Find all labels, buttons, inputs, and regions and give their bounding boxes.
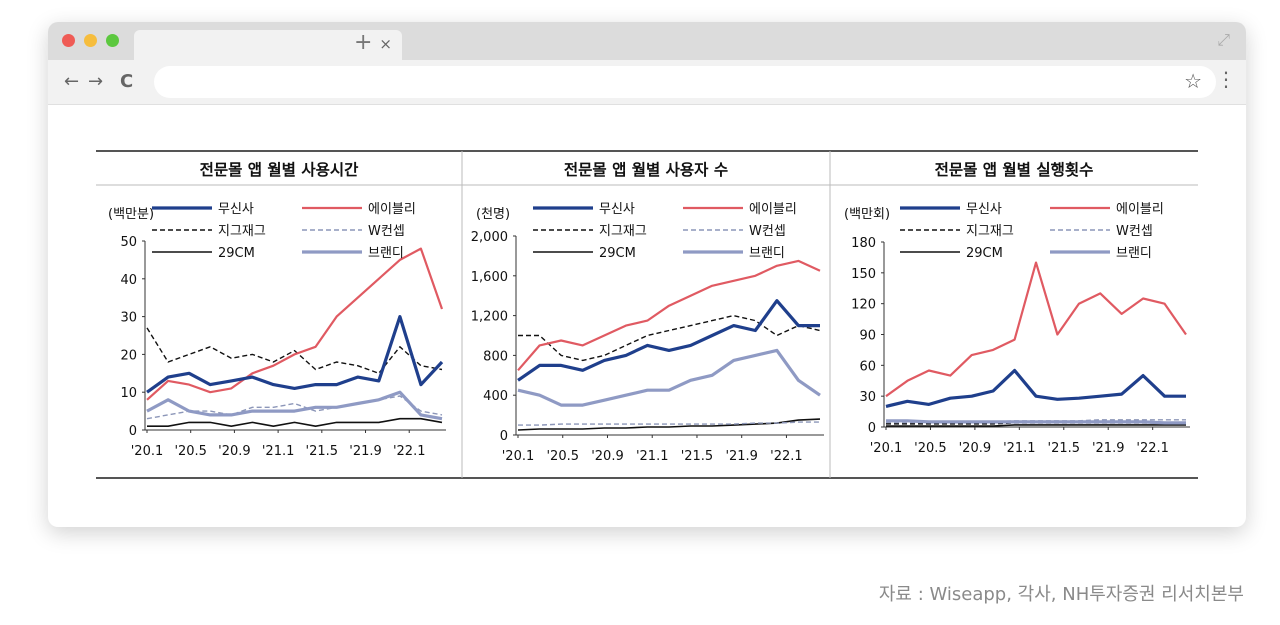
chart1-xtick-label: '20.5 [174, 444, 207, 459]
chart3-ytick-label: 0 [868, 421, 876, 436]
chart2-legend-label: 무신사 [599, 202, 635, 217]
browser-window: × + ⤢ ← → C ☆ ⋮ 전문몰 앱 월별 사용시간 (백만분) 0 10 20 3… [48, 22, 1246, 527]
chart3-legend-label: W컨셉 [1116, 224, 1153, 239]
toolbar: ← → C ☆ ⋮ [48, 60, 1246, 105]
chart2-legend-label: 브랜디 [749, 246, 785, 261]
chart1-title: 전문몰 앱 월별 사용시간 [200, 160, 360, 179]
chart1-xtick-label: '21.9 [349, 444, 382, 459]
chart1-ytick-label: 40 [120, 273, 137, 288]
back-arrow-icon[interactable]: ← [64, 71, 80, 92]
chart3-ylabel: (백만회) [844, 207, 890, 222]
chart2-xtick-label: '20.5 [546, 449, 579, 464]
tab-bar: × + ⤢ [48, 22, 1246, 60]
menu-icon[interactable]: ⋮ [1216, 67, 1236, 91]
chart1-xtick-label: '21.5 [306, 444, 339, 459]
chart2-ytick-label: 1,600 [471, 270, 508, 285]
chart1-xtick-label: '22.1 [393, 444, 426, 459]
star-icon[interactable]: ☆ [1184, 69, 1202, 93]
chart2-title: 전문몰 앱 월별 사용자 수 [564, 160, 728, 179]
chart3-xtick-label: '20.9 [959, 441, 992, 456]
chart2-xtick-label: '20.1 [502, 449, 535, 464]
chart3-legend-label: 지그재그 [966, 224, 1014, 239]
close-window-dot[interactable] [62, 34, 75, 47]
chart2-series-에이블리 [517, 259, 821, 372]
chart3-ytick-label: 180 [851, 236, 876, 251]
chart2-xtick-label: '21.5 [681, 449, 714, 464]
chart1-series-W컨셉 [146, 395, 443, 420]
charts-svg: 전문몰 앱 월별 사용시간 (백만분) 0 10 20 30 40 50 '20.1 '20.5 '… [96, 150, 1198, 479]
chart1-ylabel: (백만분) [108, 207, 154, 222]
minimize-window-dot[interactable] [84, 34, 97, 47]
chart1-legend-label: 29CM [218, 246, 255, 261]
chart3-title: 전문몰 앱 월별 실행횟수 [935, 160, 1094, 179]
expand-icon[interactable]: ⤢ [1217, 30, 1230, 49]
chart3-xtick-label: '20.1 [870, 441, 903, 456]
chart3-xtick-label: '21.1 [1003, 441, 1036, 456]
chart2-xtick-label: '20.9 [591, 449, 624, 464]
maximize-window-dot[interactable] [106, 34, 119, 47]
chart2-legend-label: 지그재그 [599, 224, 647, 239]
reload-icon[interactable]: C [120, 71, 134, 92]
chart2-xtick-label: '21.9 [725, 449, 758, 464]
chart2-ytick-label: 0 [500, 429, 508, 444]
chart3-series-무신사 [885, 368, 1186, 408]
chart1-ytick-label: 0 [129, 424, 137, 439]
chart3-xtick-label: '21.9 [1092, 441, 1125, 456]
chart3-legend-label: 무신사 [966, 202, 1002, 217]
new-tab-icon[interactable]: + [354, 30, 373, 55]
chart1-ytick-label: 30 [120, 311, 137, 326]
chart2-legend-label: 29CM [599, 246, 636, 261]
chart2-xtick-label: '22.1 [770, 449, 803, 464]
chart1-series-29CM [147, 417, 443, 428]
chart2-series-무신사 [517, 299, 820, 382]
chart2-legend-label: 에이블리 [749, 202, 797, 217]
chart3-xtick-label: '22.1 [1136, 441, 1169, 456]
chart1-legend-label: 에이블리 [368, 202, 416, 217]
chart1-series-무신사 [146, 315, 444, 394]
source-note: 자료 : Wiseapp, 각사, NH투자증권 리서치본부 [878, 584, 1244, 605]
chart3-legend-label: 에이블리 [1116, 202, 1164, 217]
chart3-ytick-label: 30 [859, 390, 876, 405]
chart3-ytick-label: 150 [851, 267, 876, 282]
chart2-ytick-label: 400 [483, 389, 508, 404]
chart2-ytick-label: 1,200 [471, 310, 508, 325]
chart1-xtick-label: '20.9 [218, 444, 251, 459]
chart3-legend-label: 브랜디 [1116, 246, 1152, 261]
chart1-series-브랜디 [146, 390, 443, 421]
address-bar[interactable]: ☆ [154, 66, 1216, 98]
chart3-series-에이블리 [885, 261, 1187, 398]
chart2-ytick-label: 2,000 [471, 230, 508, 245]
forward-arrow-icon[interactable]: → [88, 71, 104, 92]
chart2-series-W컨셉 [518, 421, 820, 426]
chart3-xtick-label: '21.5 [1048, 441, 1081, 456]
tab-close-icon[interactable]: × [379, 35, 392, 53]
chart1-legend-label: 브랜디 [368, 246, 404, 261]
chart3-ytick-label: 60 [859, 359, 876, 374]
chart1-xtick-label: '20.1 [131, 444, 164, 459]
chart2-legend-label: W컨셉 [749, 224, 786, 239]
chart1-legend-label: 무신사 [218, 202, 254, 217]
chart3-ytick-label: 90 [859, 329, 876, 344]
browser-tab[interactable]: × [134, 30, 402, 60]
chart3-series-29CM [886, 424, 1186, 427]
chart2-series-29CM [517, 418, 821, 431]
chart1-ytick-label: 50 [120, 235, 137, 250]
chart1-ytick-label: 20 [120, 348, 137, 363]
chart3-series-브랜디 [886, 419, 1186, 425]
chart1-ytick-label: 10 [120, 386, 137, 401]
chart3-ytick-label: 120 [851, 298, 876, 313]
chart2-xtick-label: '21.1 [636, 449, 669, 464]
chart1-series-에이블리 [146, 247, 444, 401]
chart2-series-지그재그 [518, 314, 821, 362]
chart1-legend-label: 지그재그 [218, 224, 266, 239]
chart3-xtick-label: '20.5 [914, 441, 947, 456]
chart2-ylabel: (천명) [476, 207, 510, 222]
chart1-legend-label: W컨셉 [368, 224, 405, 239]
chart2-ytick-label: 800 [483, 349, 508, 364]
chart3-legend-label: 29CM [966, 246, 1003, 261]
chart1-xtick-label: '21.1 [262, 444, 295, 459]
chart2-series-브랜디 [517, 348, 821, 407]
chart1-series-지그재그 [146, 327, 443, 374]
content-area: 전문몰 앱 월별 사용시간 (백만분) 0 10 20 30 40 50 '20.1 '20.5 '… [48, 105, 1246, 527]
